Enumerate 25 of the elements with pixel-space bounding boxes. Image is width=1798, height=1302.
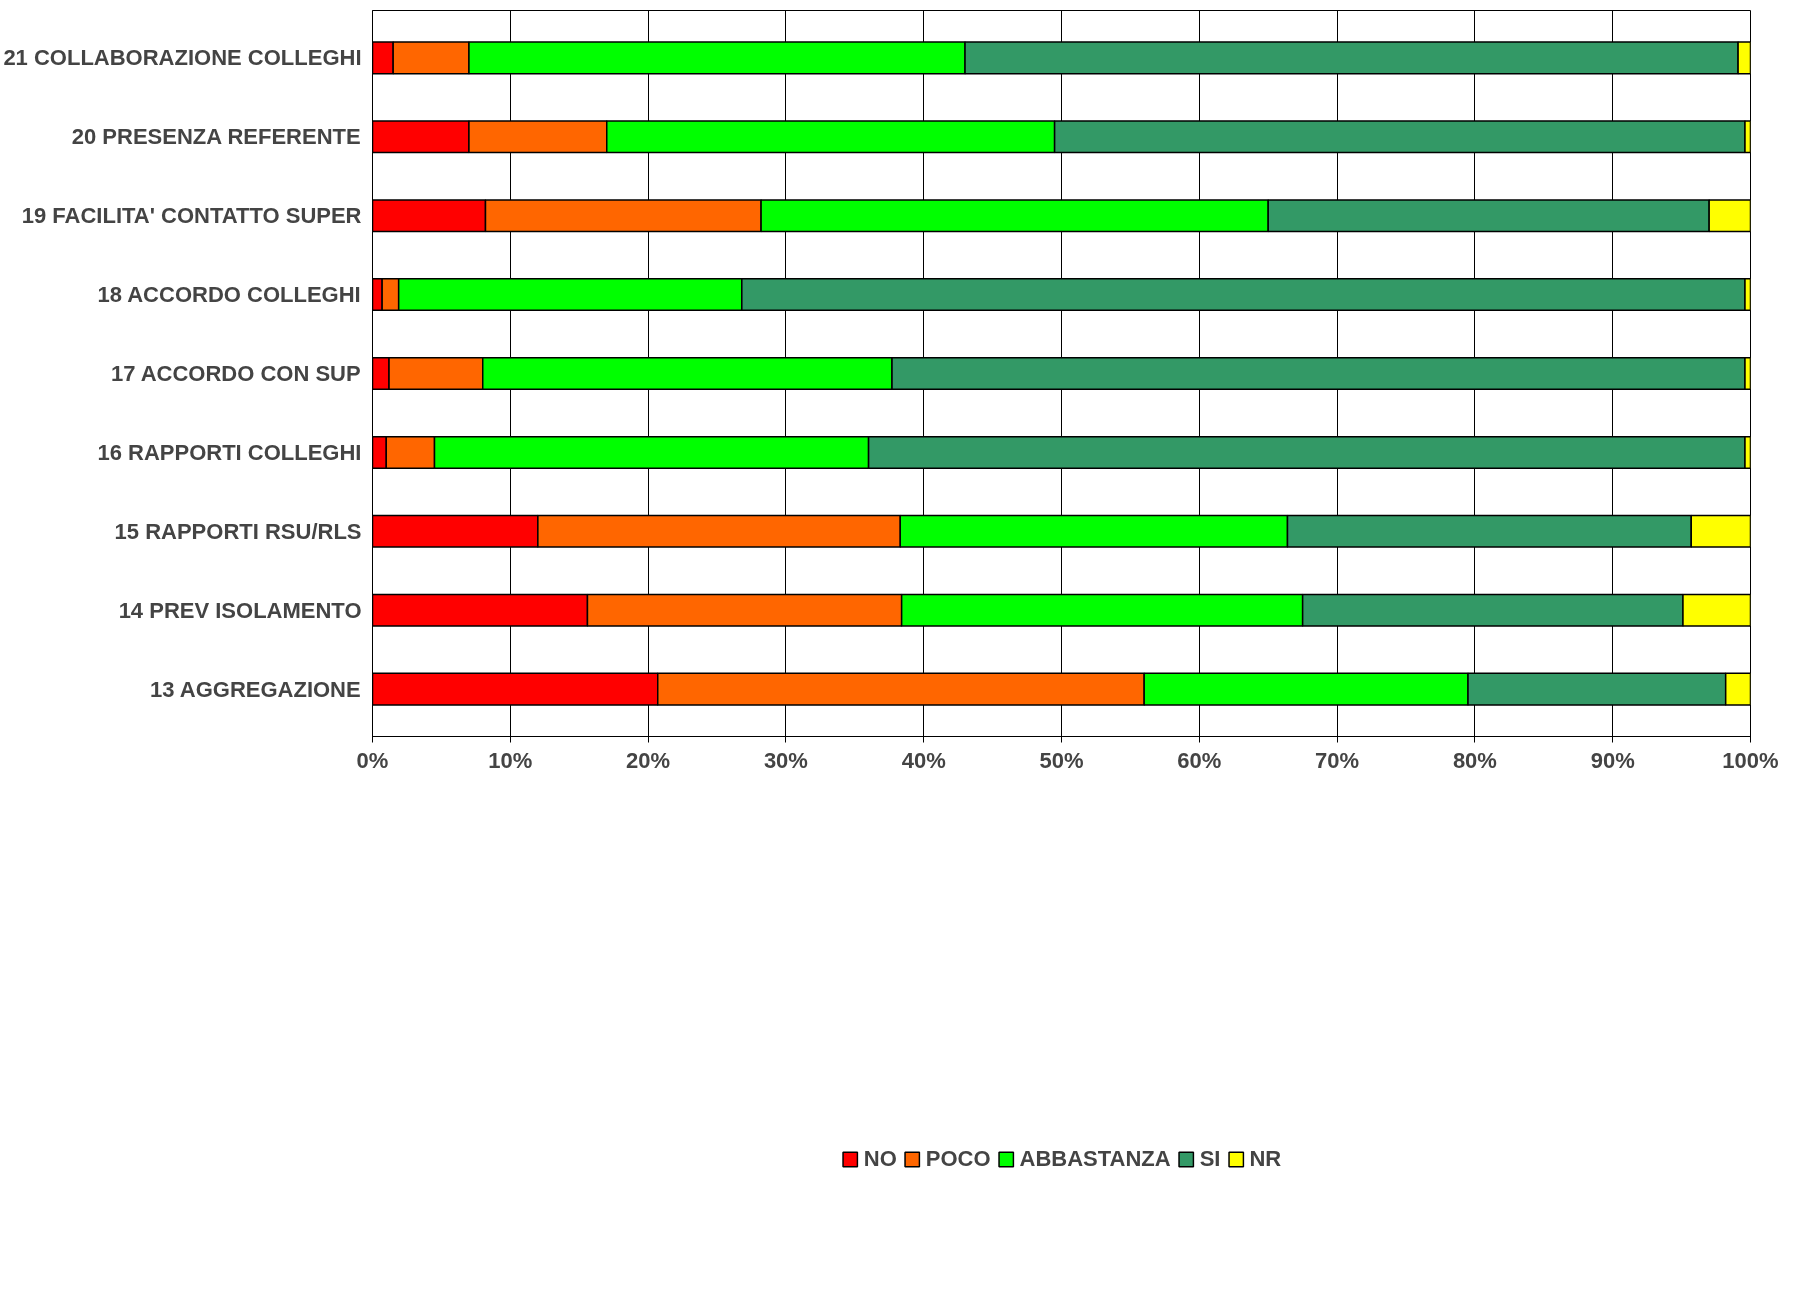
legend-label: NO: [863, 1145, 897, 1172]
y-tick-label: 13 AGGREGAZIONE: [150, 676, 361, 702]
x-tick-label: 60%: [1177, 747, 1222, 773]
legend-label: POCO: [925, 1145, 991, 1172]
x-tick-label: 90%: [1590, 747, 1635, 773]
legend-label: NR: [1249, 1145, 1282, 1172]
x-tick-label: 40%: [901, 747, 946, 773]
y-tick-label: 14 PREV ISOLAMENTO: [118, 597, 362, 623]
x-tick-label: 10%: [488, 747, 533, 773]
x-tick-label: 30%: [763, 747, 808, 773]
y-tick-label: 15 RAPPORTI RSU/RLS: [114, 518, 362, 544]
x-tick-label: 100%: [1722, 747, 1779, 773]
x-tick-label: 20%: [626, 747, 671, 773]
y-tick-label: 16 RAPPORTI COLLEGHI: [97, 439, 362, 465]
y-tick-label: 17 ACCORDO CON SUP: [110, 361, 361, 386]
y-tick-label: 20 PRESENZA REFERENTE: [71, 124, 361, 150]
x-tick-label: 0%: [356, 747, 389, 773]
x-tick-label: 70%: [1315, 747, 1360, 773]
legend-label: SI: [1199, 1145, 1221, 1172]
y-tick-label: 21 COLLABORAZIONE COLLEGHI: [3, 45, 362, 71]
legend-label: ABBASTANZA: [1019, 1145, 1171, 1172]
y-tick-label: 18 ACCORDO COLLEGHI: [97, 282, 361, 308]
y-tick-label: 19 FACILITA' CONTATTO SUPER: [21, 203, 362, 229]
x-tick-label: 80%: [1452, 747, 1497, 773]
x-tick-label: 50%: [1039, 747, 1084, 773]
